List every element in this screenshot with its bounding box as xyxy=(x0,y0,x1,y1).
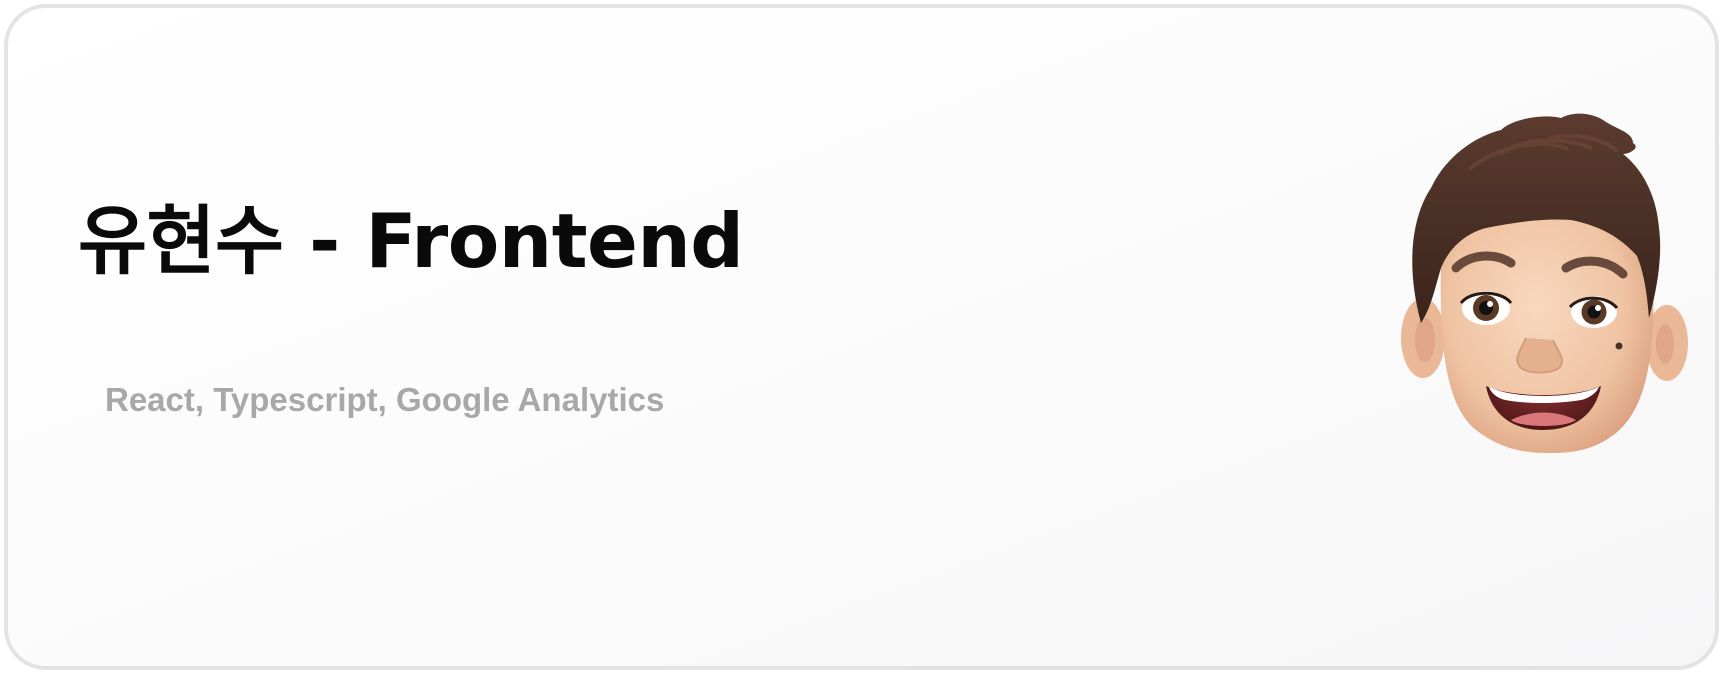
profile-tech-stack: React, Typescript, Google Analytics xyxy=(105,381,665,418)
mole-shape xyxy=(1615,342,1623,350)
profile-title: 유현수 - Frontend xyxy=(78,197,744,285)
right-eyebrow-shape xyxy=(1561,256,1628,279)
nose-shape xyxy=(1516,337,1563,374)
profile-card: 유현수 - Frontend React, Typescript, Google… xyxy=(4,4,1719,670)
left-eyebrow-shape xyxy=(1451,251,1516,273)
memoji-avatar-icon xyxy=(1401,113,1688,453)
